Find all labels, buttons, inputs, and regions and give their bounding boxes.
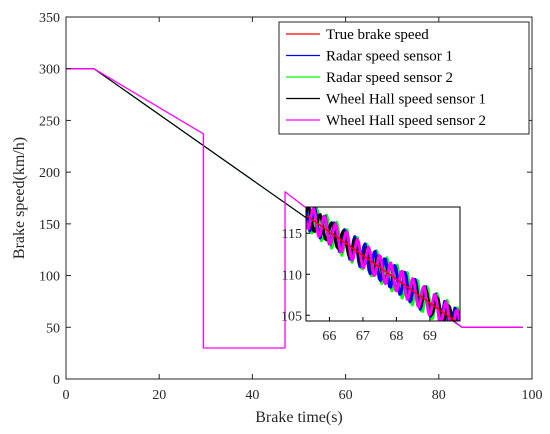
inset-x-tick-label: 69 (423, 329, 437, 344)
x-axis-label: Brake time(s) (255, 409, 343, 426)
x-tick-label: 80 (432, 388, 446, 403)
legend-label-radar-speed-sensor-1: Radar speed sensor 1 (326, 49, 453, 65)
y-tick-label: 300 (39, 63, 60, 78)
inset-x-tick-label: 68 (389, 329, 403, 344)
main-plot-series (66, 68, 523, 349)
inset-y-tick-label: 115 (282, 227, 302, 242)
inset-x-tick-label: 66 (322, 329, 336, 344)
y-tick-label: 100 (39, 270, 60, 285)
plot-area-frame (65, 16, 533, 380)
legend-label-radar-speed-sensor-2: Radar speed sensor 2 (326, 70, 453, 86)
legend-label-wheel-hall-speed-sensor-2: Wheel Hall speed sensor 2 (326, 113, 486, 129)
inset-axes: 66 67 68 69 105 110 115 (281, 227, 437, 344)
y-tick-label: 150 (39, 218, 60, 233)
y-tick-label: 350 (39, 11, 60, 26)
main-axes: 0 20 40 60 80 100 0 50 100 150 200 250 300 350 (39, 11, 543, 403)
y-tick-label: 0 (53, 373, 60, 388)
legend-label-true-brake-speed: True brake speed (326, 27, 429, 43)
inset-y-tick-label: 105 (281, 309, 302, 324)
y-axis-label: Brake speed(km/h) (11, 137, 28, 259)
x-tick-label: 100 (522, 388, 543, 403)
y-tick-label: 50 (46, 321, 60, 336)
inset-frame (305, 206, 461, 322)
inset-series-line-wheel-hall-speed-sensor-2 (306, 207, 460, 321)
inset-series (306, 207, 460, 321)
y-tick-label: 200 (39, 166, 60, 181)
x-tick-label: 0 (63, 388, 70, 403)
inset-x-tick-label: 67 (356, 329, 370, 344)
x-tick-label: 40 (245, 388, 259, 403)
x-tick-label: 60 (339, 388, 353, 403)
legend-label-wheel-hall-speed-sensor-1: Wheel Hall speed sensor 1 (326, 92, 486, 108)
legend-box (278, 21, 530, 135)
zoom-inset: 66 67 68 69 105 110 115 (281, 206, 461, 344)
inset-series-line-true-brake-speed (306, 214, 457, 321)
x-tick-label: 20 (152, 388, 166, 403)
legend: True brake speed Radar speed sensor 1 Rada… (278, 21, 530, 135)
y-tick-label: 250 (39, 114, 60, 129)
inset-y-tick-label: 110 (282, 268, 302, 283)
